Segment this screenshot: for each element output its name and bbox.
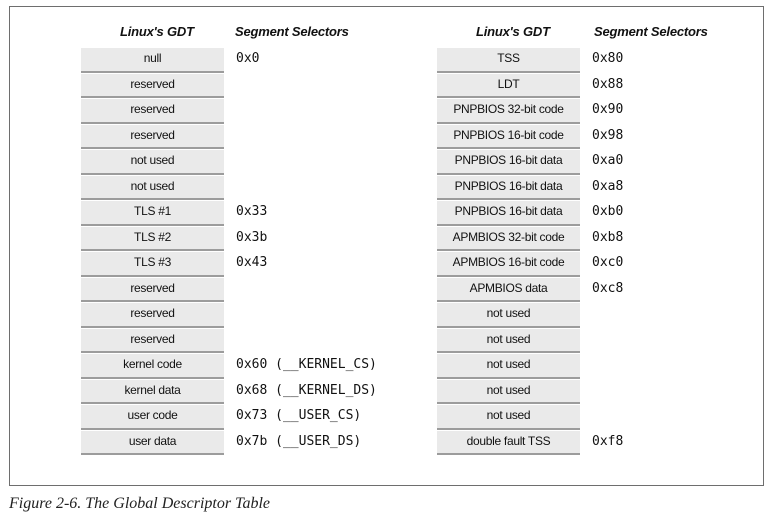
gdt-entry-label: APMBIOS data: [469, 280, 548, 295]
right-gdt-column: TSS 0x80 LDT 0x88 PNPBIOS 32-bit code 0x90 PNP…: [437, 47, 623, 455]
gdt-entry-label: APMBIOS 16-bit code: [452, 255, 565, 269]
gdt-entry-label: reserved: [130, 306, 175, 320]
gdt-entry: reserved: [81, 276, 224, 302]
left-selectors-header: Segment Selectors: [235, 24, 349, 39]
gdt-entry: not used: [437, 327, 580, 353]
gdt-entry-label: reserved: [130, 280, 175, 295]
segment-selector: 0xa8: [592, 178, 624, 194]
gdt-entry: reserved: [81, 123, 224, 149]
gdt-entry: not used: [437, 378, 580, 404]
gdt-entry: LDT 0x88: [437, 72, 623, 98]
segment-selector: 0xa0: [592, 153, 624, 168]
gdt-entry-label: not used: [486, 408, 531, 422]
gdt-entry: not used: [81, 174, 224, 200]
gdt-entry-label: double fault TSS: [466, 433, 551, 448]
gdt-entry: APMBIOS 32-bit code 0xb8: [437, 225, 623, 251]
gdt-entry: PNPBIOS 32-bit code 0x90: [437, 98, 623, 124]
gdt-entry: not used: [437, 353, 580, 379]
gdt-entry-label: reserved: [130, 102, 175, 116]
gdt-entry-label: APMBIOS 32-bit code: [452, 229, 565, 244]
gdt-entry: kernel data 0x68 (__KERNEL_DS): [81, 378, 377, 404]
left-gdt-column: null 0x0 reserved reserved reserved not used n…: [81, 47, 377, 455]
gdt-entry: not used: [437, 404, 580, 430]
segment-selector: 0x68 (__KERNEL_DS): [236, 382, 377, 398]
gdt-entry-label: PNPBIOS 16-bit data: [454, 204, 563, 218]
segment-selector: 0xf8: [592, 433, 624, 449]
right-gdt-header: Linux's GDT: [476, 24, 550, 39]
segment-selector: 0x80: [592, 51, 624, 66]
segment-selector: 0x33: [236, 204, 268, 219]
gdt-entry: TLS #2 0x3b: [81, 225, 267, 251]
gdt-entry-label: PNPBIOS 16-bit code: [453, 127, 564, 142]
segment-selector: 0xc8: [592, 280, 624, 296]
gdt-entry-label: TLS #3: [134, 255, 171, 269]
gdt-entry: reserved: [81, 327, 224, 353]
segment-selector: 0x60 (__KERNEL_CS): [236, 357, 377, 372]
gdt-entry: double fault TSS 0xf8: [437, 429, 623, 455]
gdt-entry: PNPBIOS 16-bit data 0xa8: [437, 174, 623, 200]
gdt-entry: reserved: [81, 72, 224, 98]
gdt-entry: PNPBIOS 16-bit data 0xa0: [437, 149, 623, 175]
gdt-entry-label: not used: [486, 331, 531, 346]
gdt-entry: PNPBIOS 16-bit code 0x98: [437, 123, 623, 149]
gdt-entry: not used: [81, 149, 224, 175]
segment-selector: 0xc0: [592, 255, 624, 270]
figure-frame: [9, 6, 764, 486]
gdt-entry-label: not used: [486, 306, 531, 320]
gdt-entry: not used: [437, 302, 580, 328]
gdt-entry-label: LDT: [497, 76, 520, 91]
gdt-entry-label: kernel code: [123, 357, 182, 371]
gdt-entry: APMBIOS data 0xc8: [437, 276, 623, 302]
gdt-entry-label: PNPBIOS 16-bit data: [454, 178, 563, 193]
gdt-entry-label: not used: [130, 178, 175, 193]
gdt-entry: TLS #3 0x43: [81, 251, 267, 277]
gdt-entry-label: TLS #2: [134, 229, 171, 244]
segment-selector: 0x3b: [236, 229, 268, 245]
gdt-entry-label: reserved: [130, 76, 175, 91]
gdt-entry-label: kernel data: [124, 382, 181, 397]
gdt-entry-label: user code: [127, 408, 178, 422]
gdt-entry-label: not used: [486, 357, 531, 371]
gdt-entry-label: PNPBIOS 32-bit code: [453, 102, 564, 116]
gdt-entry-label: user data: [128, 433, 177, 448]
segment-selector: 0x7b (__USER_DS): [236, 433, 362, 449]
segment-selector: 0x0: [236, 51, 260, 66]
gdt-entry: user data 0x7b (__USER_DS): [81, 429, 361, 455]
gdt-entry: reserved: [81, 98, 224, 124]
gdt-entry: user code 0x73 (__USER_CS): [81, 404, 361, 430]
gdt-entry-label: reserved: [130, 127, 175, 142]
segment-selector: 0xb8: [592, 229, 624, 245]
gdt-entry: TSS 0x80: [437, 47, 623, 73]
gdt-entry-label: TSS: [497, 51, 520, 65]
left-gdt-header: Linux's GDT: [120, 24, 194, 39]
gdt-entry: reserved: [81, 302, 224, 328]
gdt-entry-label: null: [143, 51, 162, 65]
segment-selector: 0x98: [592, 127, 624, 143]
segment-selector: 0xb0: [592, 204, 624, 219]
gdt-entry-label: not used: [486, 382, 531, 397]
gdt-entry-label: not used: [130, 153, 175, 167]
right-selectors-header: Segment Selectors: [594, 24, 708, 39]
segment-selector: 0x88: [592, 76, 624, 92]
segment-selector: 0x73 (__USER_CS): [236, 408, 362, 423]
gdt-entry: PNPBIOS 16-bit data 0xb0: [437, 200, 623, 226]
segment-selector: 0x90: [592, 102, 624, 117]
segment-selector: 0x43: [236, 255, 268, 270]
gdt-entry-label: TLS #1: [134, 204, 171, 218]
gdt-entry-label: PNPBIOS 16-bit data: [454, 153, 563, 167]
gdt-entry: APMBIOS 16-bit code 0xc0: [437, 251, 623, 277]
gdt-entry-label: reserved: [130, 331, 175, 346]
gdt-entry: null 0x0: [81, 47, 259, 73]
gdt-entry: TLS #1 0x33: [81, 200, 267, 226]
gdt-entry: kernel code 0x60 (__KERNEL_CS): [81, 353, 377, 379]
figure-caption: Figure 2-6. The Global Descriptor Table: [9, 495, 271, 512]
